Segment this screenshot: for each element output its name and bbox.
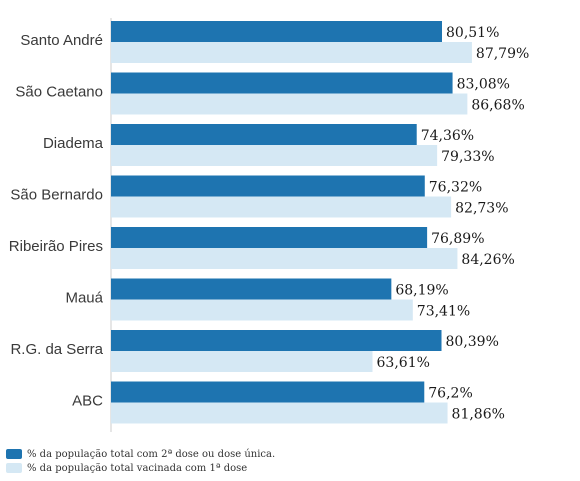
legend-label-second-dose: % da população total com 2ª dose ou dose… — [27, 448, 276, 460]
category-label-cat-0: Santo André — [20, 32, 103, 49]
bar-first-dose-cat-6 — [111, 351, 373, 372]
value-label-first-dose-cat-0: 87,79% — [476, 46, 529, 62]
category-label-cat-7: ABC — [72, 393, 103, 410]
legend-item-first-dose: % da população total vacinada com 1ª dos… — [6, 461, 275, 475]
bar-first-dose-cat-2 — [111, 145, 438, 166]
category-label-cat-3: São Bernardo — [10, 187, 103, 204]
bar-first-dose-cat-4 — [111, 248, 458, 269]
bar-chart: Santo André 80,51% 87,79% São Caetano 83,08%… — [9, 18, 529, 432]
bar-first-dose-cat-7 — [111, 402, 448, 424]
legend-swatch-second-dose — [6, 449, 22, 459]
value-label-second-dose-cat-1: 83,08% — [457, 77, 510, 93]
bar-first-dose-cat-5 — [111, 299, 413, 321]
value-label-first-dose-cat-5: 73,41% — [417, 304, 470, 320]
value-label-second-dose-cat-7: 76,2% — [428, 386, 472, 402]
value-label-second-dose-cat-3: 76,32% — [429, 180, 482, 196]
value-label-first-dose-cat-6: 63,61% — [377, 355, 430, 371]
bar-second-dose-cat-0 — [111, 21, 442, 42]
bar-second-dose-cat-3 — [111, 175, 425, 197]
value-label-first-dose-cat-3: 82,73% — [455, 201, 508, 217]
bar-second-dose-cat-2 — [111, 124, 417, 145]
category-label-cat-6: R.G. da Serra — [10, 341, 103, 358]
value-label-second-dose-cat-6: 80,39% — [446, 334, 499, 350]
value-label-second-dose-cat-4: 76,89% — [431, 231, 484, 247]
value-label-second-dose-cat-2: 74,36% — [421, 128, 474, 144]
bar-first-dose-cat-3 — [111, 196, 452, 218]
bar-first-dose-cat-0 — [111, 42, 472, 63]
bar-second-dose-cat-6 — [111, 330, 442, 351]
chart-bars: Santo André 80,51% 87,79% São Caetano 83,08%… — [9, 21, 529, 424]
value-label-first-dose-cat-7: 81,86% — [452, 407, 505, 423]
legend-swatch-first-dose — [6, 463, 22, 473]
bar-second-dose-cat-1 — [111, 72, 453, 94]
category-label-cat-4: Ribeirão Pires — [9, 238, 103, 255]
bar-second-dose-cat-4 — [111, 227, 428, 248]
category-label-cat-5: Mauá — [65, 290, 103, 307]
legend-item-second-dose: % da população total com 2ª dose ou dose… — [6, 447, 275, 461]
legend: % da população total com 2ª dose ou dose… — [6, 447, 275, 475]
bar-first-dose-cat-1 — [111, 93, 468, 115]
value-label-first-dose-cat-2: 79,33% — [441, 149, 494, 165]
value-label-second-dose-cat-5: 68,19% — [395, 283, 448, 299]
value-label-first-dose-cat-4: 84,26% — [461, 252, 514, 268]
value-label-second-dose-cat-0: 80,51% — [446, 25, 499, 41]
value-label-first-dose-cat-1: 86,68% — [471, 98, 524, 114]
bar-second-dose-cat-7 — [111, 381, 425, 403]
legend-label-first-dose: % da população total vacinada com 1ª dos… — [27, 462, 248, 474]
category-label-cat-1: São Caetano — [15, 84, 103, 101]
bar-second-dose-cat-5 — [111, 278, 392, 300]
category-label-cat-2: Diadema — [43, 135, 104, 152]
